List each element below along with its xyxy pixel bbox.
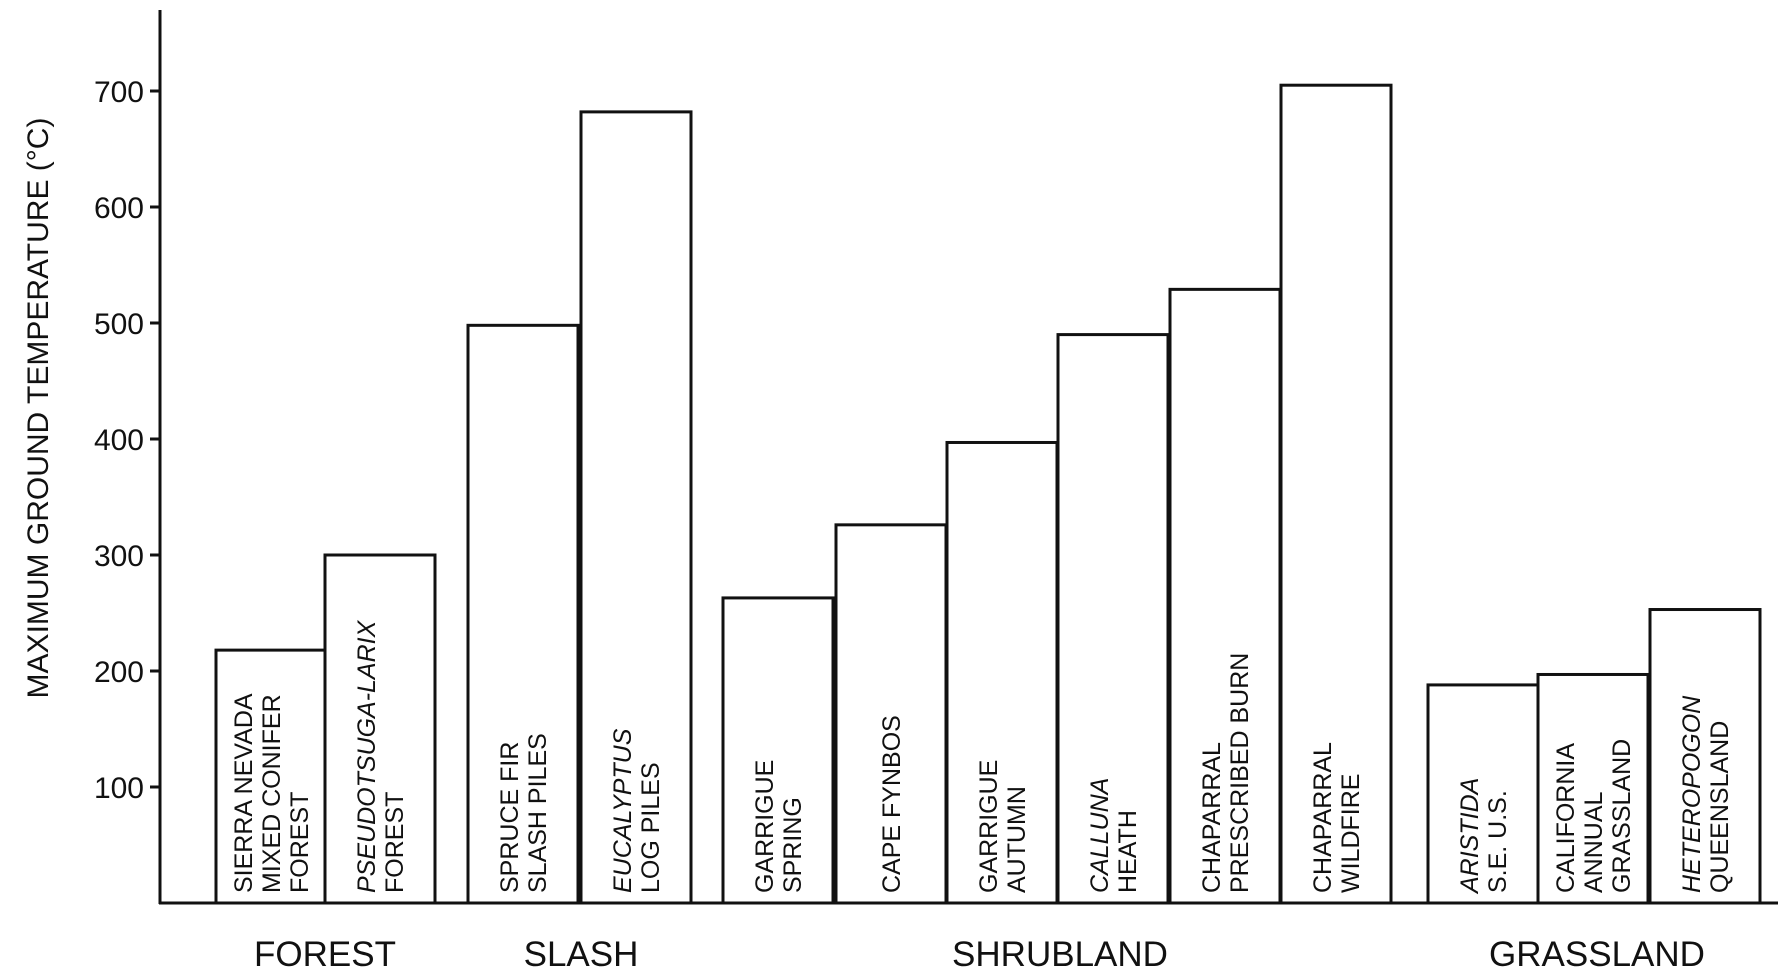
axes [158,10,1778,905]
y-tick-label-400: 400 [94,424,144,457]
bar-shrubland-1 [721,596,835,905]
bar-shrubland-2 [834,523,948,905]
group-label-shrubland: SHRUBLAND [952,935,1168,974]
bar-grassland-1-label-line-1: ARISTIDA [1456,778,1484,895]
y-tick-label-200: 200 [94,656,144,689]
y-tick-label-100: 100 [94,772,144,805]
bar-slash-2-label-line-2: LOG PILES [637,762,665,893]
bar-forest-1-label-line-2: MIXED CONIFER [258,694,286,893]
bar-forest-2-label-line-2: FOREST [381,792,409,893]
bar-grassland-1-label-line-2: S.E. U.S. [1484,790,1512,893]
bar-grassland-3-label-line-2: QUEENSLAND [1706,721,1734,893]
bar-slash-2-label-line-1: EUCALYPTUS [609,728,637,893]
y-axis-ticks: 100 200 300 400 500 600 700 [94,76,160,805]
bar-shrubland-2-label-line-1: CAPE FYNBOS [878,715,906,893]
group-label-grassland: GRASSLAND [1489,935,1705,974]
bar-forest-2 [323,553,437,905]
bar-shrubland-1-label-line-1: GARRIGUE [751,760,779,893]
bar-shrubland-6-label-line-2: WILDFIRE [1337,774,1365,893]
y-tick-label-600: 600 [94,192,144,225]
bar-shrubland-6 [1279,83,1393,905]
group-label-slash: SLASH [524,935,639,974]
bar-shrubland-3-label-line-2: AUTUMN [1003,786,1031,893]
bars [214,83,1762,905]
bar-shrubland-1-label-line-2: SPRING [779,797,807,893]
bar-grassland-2-label-line-2: ANNUAL [1580,791,1608,893]
bar-grassland-3 [1648,608,1762,905]
bar-shrubland-4-label-line-2: HEATH [1114,810,1142,893]
bar-slash-2 [579,110,693,905]
bar-forest-2-label-line-1: PSEUDOTSUGA-LARIX [353,619,381,893]
bar-slash-1 [466,323,580,905]
bar-shrubland-3-label-line-1: GARRIGUE [975,760,1003,893]
y-tick-label-300: 300 [94,540,144,573]
bar-forest-1-label-line-3: FOREST [286,792,314,893]
bar-shrubland-6-label-line-1: CHAPARRAL [1309,742,1337,893]
bar-shrubland-4-label-line-1: CALLUNA [1086,778,1114,893]
bar-grassland-2-label-line-3: GRASSLAND [1608,739,1636,893]
bar-shrubland-5-label-line-1: CHAPARRAL [1198,742,1226,893]
bar-grassland-1 [1426,683,1540,905]
bar-shrubland-5-label-line-2: PRESCRIBED BURN [1226,653,1254,893]
bar-grassland-3-label-line-1: HETEROPOGON [1678,695,1706,893]
bar-grassland-2-label-line-1: CALIFORNIA [1552,743,1580,893]
group-labels: FOREST SLASH SHRUBLAND GRASSLAND [254,935,1705,974]
group-label-forest: FOREST [254,935,396,974]
bar-forest-1-label-line-1: SIERRA NEVADA [230,693,258,893]
y-tick-label-500: 500 [94,308,144,341]
bar-slash-1-label-line-2: SLASH PILES [524,733,552,893]
y-tick-label-700: 700 [94,76,144,109]
bar-labels: SIERRA NEVADA MIXED CONIFER FOREST PSEUDOTS… [230,619,1734,895]
y-axis-label: MAXIMUM GROUND TEMPERATURE (°C) [22,118,55,699]
bar-grassland-2 [1536,672,1650,905]
bar-slash-1-label-line-1: SPRUCE FIR [496,742,524,893]
bar-shrubland-4 [1056,333,1170,905]
